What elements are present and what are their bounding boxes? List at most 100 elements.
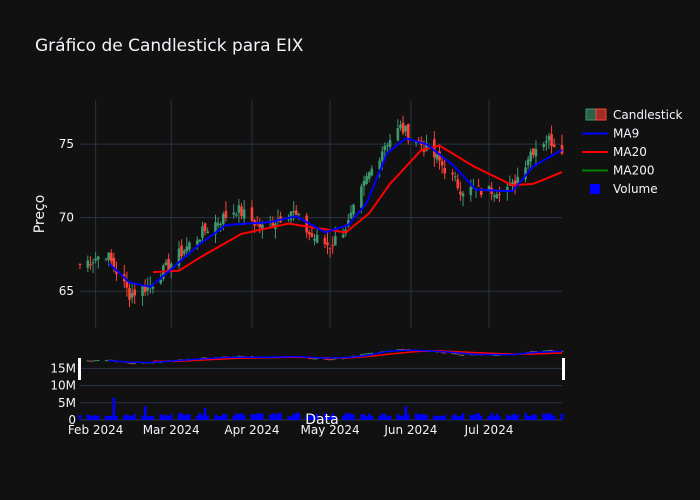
candle xyxy=(498,186,501,203)
volume-bar xyxy=(352,414,355,420)
candle xyxy=(406,123,410,145)
candle xyxy=(362,175,366,196)
candle xyxy=(328,247,332,258)
candle xyxy=(313,233,316,246)
mini-candle xyxy=(97,360,100,362)
candle xyxy=(349,205,353,219)
volume-bar xyxy=(182,415,186,420)
volume-bar xyxy=(362,413,366,420)
volume-bar xyxy=(490,412,493,420)
volume-bar xyxy=(492,416,496,420)
candle xyxy=(94,251,97,264)
candle-up-swatch xyxy=(585,108,597,121)
volume-bar xyxy=(235,413,238,420)
mini-candle xyxy=(310,358,314,360)
candle xyxy=(516,167,520,186)
candle xyxy=(417,136,421,142)
volume-bar xyxy=(89,415,92,420)
candle xyxy=(307,229,311,241)
volume-bar xyxy=(472,415,475,420)
volume-bar xyxy=(253,414,256,420)
volume-bar xyxy=(383,414,387,420)
volume-bar xyxy=(386,416,389,420)
mini-candle xyxy=(453,353,457,355)
volume-bar xyxy=(169,414,173,420)
mini-candle xyxy=(201,357,204,359)
candle xyxy=(86,255,90,273)
candle xyxy=(433,131,436,167)
volume-bar xyxy=(547,413,551,420)
volume-bar xyxy=(151,416,155,420)
volume-grid: 0 5M 10M 15M xyxy=(50,361,562,427)
mini-candle xyxy=(360,354,363,357)
range-slider-panel[interactable] xyxy=(78,348,565,380)
candle xyxy=(550,125,553,154)
x-tick-label: Feb 2024 xyxy=(68,423,124,437)
volume-bar xyxy=(479,415,483,420)
volume-bar xyxy=(261,413,264,420)
candle xyxy=(451,169,454,181)
mini-candle xyxy=(203,357,207,359)
legend-item[interactable]: MA9 xyxy=(582,127,639,141)
volume-bar xyxy=(315,414,319,420)
legend-item[interactable]: Candlestick xyxy=(585,108,683,122)
chart-title: Gráfico de Candlestick para EIX xyxy=(35,36,304,56)
legend-item[interactable]: Volume xyxy=(590,182,658,196)
volume-bar xyxy=(294,412,298,420)
volume-bar xyxy=(198,413,202,420)
volume-bar xyxy=(107,415,110,420)
volume-bar xyxy=(511,414,514,420)
volume-bar xyxy=(240,413,243,420)
candle xyxy=(532,148,535,159)
volume-bar xyxy=(86,414,90,420)
mini-candle xyxy=(547,349,551,351)
mini-candle xyxy=(133,362,136,364)
volume-bar xyxy=(143,406,147,420)
mini-candle xyxy=(459,354,462,356)
legend-item[interactable]: MA20 xyxy=(582,145,647,159)
candle xyxy=(297,212,301,221)
volume-bar xyxy=(96,415,100,420)
mini-candle xyxy=(370,352,374,354)
candle xyxy=(294,204,298,216)
volume-bar xyxy=(268,415,272,420)
volume-bar xyxy=(396,414,400,420)
candle xyxy=(365,172,368,185)
volume-bar xyxy=(443,415,447,420)
candle xyxy=(216,217,220,229)
volume-bar xyxy=(433,415,436,420)
volume-bar xyxy=(292,414,295,420)
volume-bar xyxy=(508,416,512,420)
candle xyxy=(396,119,400,142)
volume-bar xyxy=(146,416,150,420)
volume-bar xyxy=(552,416,556,420)
candle xyxy=(143,279,147,297)
volume-bar xyxy=(461,412,465,420)
candle xyxy=(438,144,441,170)
volume-bar xyxy=(516,414,520,420)
volume-bar xyxy=(255,413,259,420)
volume-bar xyxy=(344,413,348,420)
mini-candle xyxy=(542,350,545,352)
range-handle-left[interactable] xyxy=(78,358,81,380)
mini-candle xyxy=(91,360,95,362)
candle xyxy=(130,283,134,304)
candle xyxy=(323,234,327,249)
volume-bar xyxy=(545,413,548,420)
legend-item[interactable]: MA200 xyxy=(582,164,654,178)
mini-candle xyxy=(334,358,337,360)
y-axis-label: Preço xyxy=(32,195,48,234)
volume-bar xyxy=(109,415,113,420)
volume-bar xyxy=(406,414,410,420)
range-handle-right[interactable] xyxy=(562,358,565,380)
candle xyxy=(164,259,168,266)
candle xyxy=(459,181,462,201)
candle xyxy=(401,115,405,136)
candle xyxy=(177,240,181,269)
candle xyxy=(89,256,92,270)
volume-bars xyxy=(78,397,564,420)
mini-candle xyxy=(107,359,110,361)
volume-bar xyxy=(185,414,189,420)
volume-bar xyxy=(159,414,163,420)
mini-candle xyxy=(368,353,371,355)
